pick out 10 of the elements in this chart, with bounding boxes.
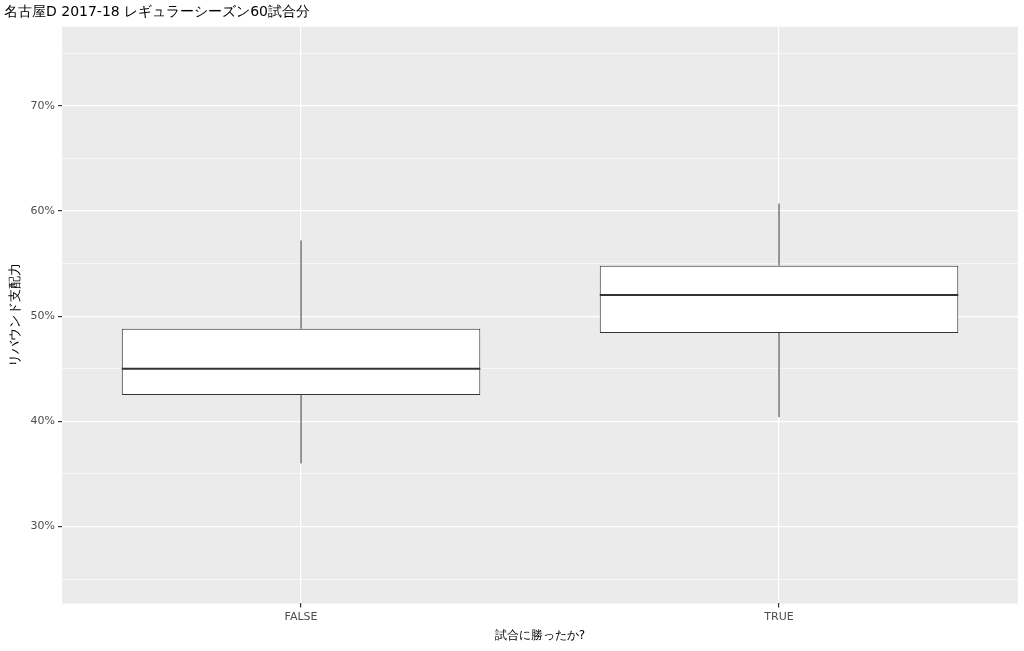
y-tick-label: 40%: [30, 414, 56, 428]
x-tick-label: TRUE: [763, 609, 794, 623]
y-tick-label: 70%: [30, 98, 56, 112]
y-tick-label: 50%: [30, 309, 56, 323]
x-tick-label: FALSE: [284, 609, 318, 623]
x-axis-title: 試合に勝ったか?: [494, 627, 586, 642]
chart-title: 名古屋D 2017-18 レギュラーシーズン60試合分: [4, 3, 310, 20]
y-axis-title: リバウンド支配力: [7, 263, 23, 368]
y-tick-label: 30%: [30, 519, 56, 533]
y-tick-label: 60%: [30, 203, 56, 217]
